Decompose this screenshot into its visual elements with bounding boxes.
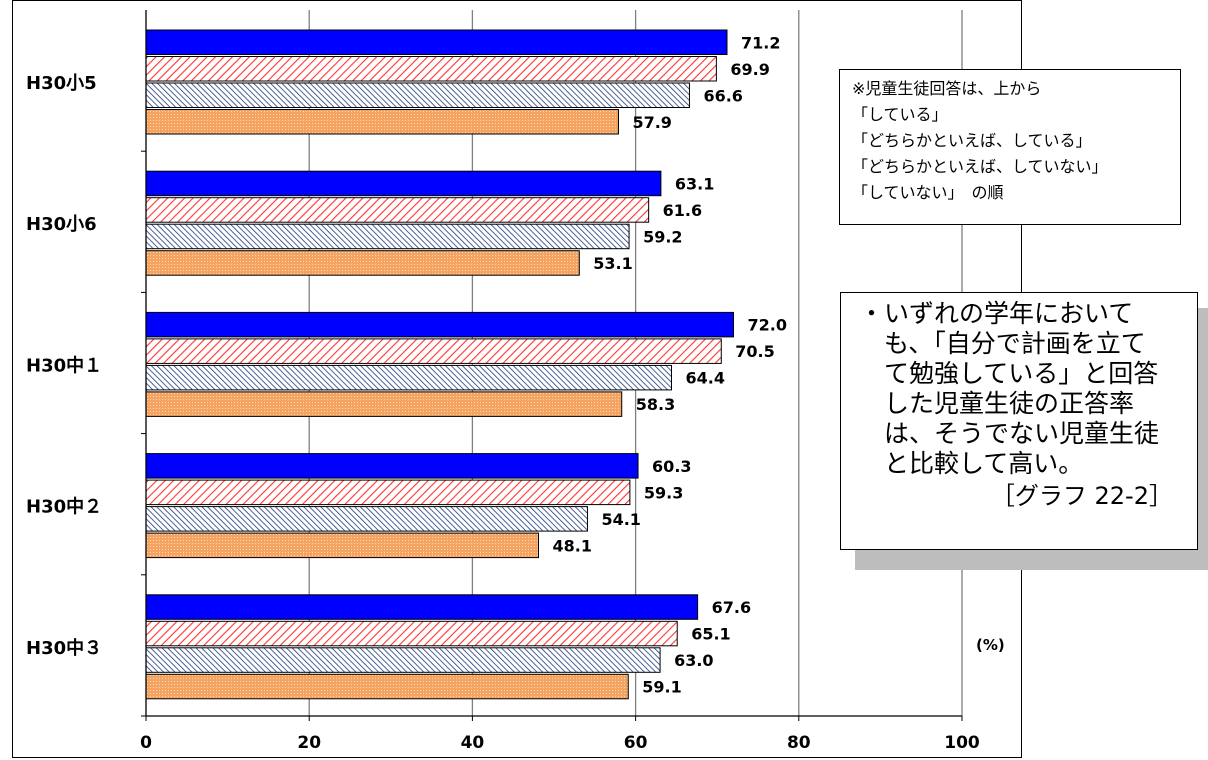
- bar-series1-3: [145, 311, 735, 338]
- data-label: 71.2: [741, 33, 780, 52]
- bar-series1-2: [145, 170, 662, 197]
- annotation-text: ・いずれの学年において も、「自分で計画を立て て勉強している」と回答 した児童…: [859, 299, 1160, 478]
- x-tick-label-60: 60: [624, 733, 648, 753]
- bar-series2-2: [145, 197, 650, 223]
- data-label: 57.9: [632, 113, 671, 132]
- data-label: 67.6: [712, 598, 751, 617]
- annotation-box: ・いずれの学年において も、「自分で計画を立て て勉強している」と回答 した児童…: [840, 292, 1198, 550]
- bar-series3-3: [145, 364, 673, 391]
- data-label: 54.1: [601, 510, 640, 529]
- data-label: 72.0: [748, 316, 787, 335]
- legend-box: ※児童生徒回答は、上から 「している」 「どちらかといえば、している」 「どちら…: [839, 69, 1181, 225]
- data-label: 70.5: [735, 342, 774, 361]
- bar-series3-2: [145, 223, 630, 250]
- data-label: 63.0: [674, 651, 713, 670]
- data-label: 64.4: [686, 369, 725, 388]
- category-label: H30小6: [26, 214, 97, 235]
- category-label: H30小5: [26, 73, 97, 94]
- unit-label: (%): [976, 636, 1005, 654]
- data-label: 58.3: [636, 395, 675, 414]
- bar-series4-4: [145, 532, 539, 559]
- data-label: 69.9: [730, 60, 769, 79]
- x-tick-label-0: 0: [140, 733, 152, 753]
- legend-line-3: 「どちらかといえば、している」: [852, 131, 1092, 150]
- bar-series2-5: [145, 620, 678, 647]
- bar-series3-1: [145, 82, 690, 108]
- bar-series1-1: [145, 29, 728, 55]
- bar-series3-5: [145, 647, 661, 673]
- annotation-reference: ［グラフ 22-2］: [990, 482, 1173, 510]
- data-label: 59.1: [642, 678, 681, 697]
- legend-line-1: ※児童生徒回答は、上から: [852, 79, 1042, 98]
- category-label: H30中３: [26, 637, 102, 659]
- bar-series1-5: [145, 594, 699, 620]
- legend-line-4: 「どちらかといえば、していない」: [852, 157, 1108, 176]
- bar-series2-1: [145, 56, 717, 82]
- data-label: 60.3: [652, 457, 691, 476]
- data-label: 66.6: [703, 86, 742, 105]
- bar-series4-5: [145, 673, 629, 700]
- data-label: 63.1: [675, 174, 714, 193]
- x-tick-label-40: 40: [461, 733, 485, 753]
- bar-series3-4: [145, 506, 588, 532]
- bar-series1-4: [145, 453, 639, 479]
- data-label: 61.6: [663, 201, 702, 220]
- x-tick-label-20: 20: [297, 733, 321, 753]
- legend-line-5: 「していない」 の順: [852, 183, 1004, 202]
- data-label: 53.1: [593, 254, 632, 273]
- bar-series2-4: [145, 479, 631, 506]
- bar-series2-3: [145, 338, 722, 364]
- data-label: 59.2: [643, 227, 682, 246]
- category-label: H30中２: [26, 496, 102, 518]
- category-label: H30中１: [26, 354, 102, 376]
- x-tick-label-100: 100: [944, 733, 980, 753]
- data-label: 48.1: [552, 536, 591, 555]
- legend-line-2: 「している」: [852, 105, 948, 124]
- data-label: 59.3: [644, 483, 683, 502]
- bar-series4-1: [145, 109, 619, 135]
- bar-series4-3: [145, 391, 623, 417]
- bar-series4-2: [145, 250, 580, 276]
- data-label: 65.1: [691, 625, 730, 644]
- x-tick-label-80: 80: [787, 733, 811, 753]
